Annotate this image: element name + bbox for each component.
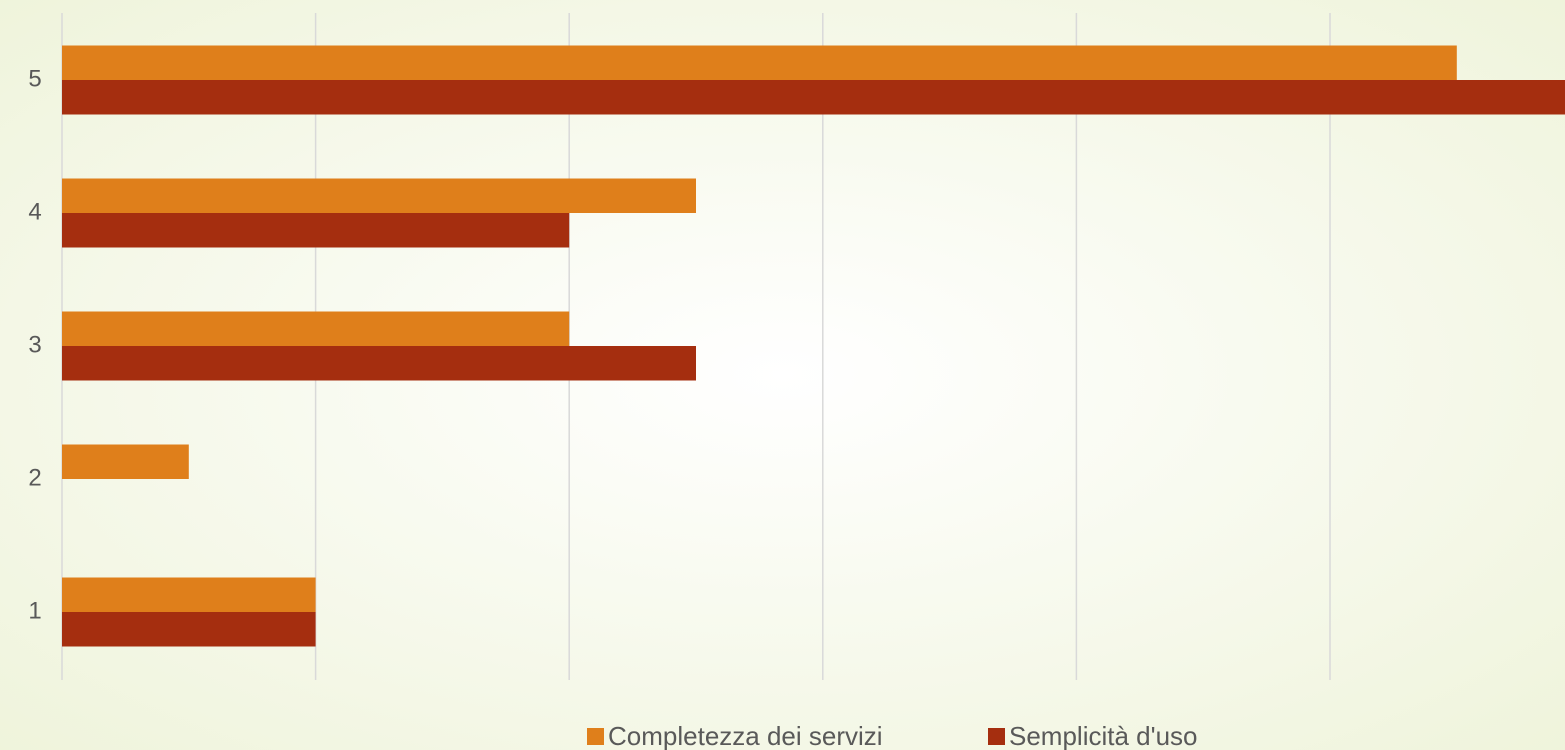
bar	[62, 213, 570, 248]
bar	[62, 612, 316, 647]
y-tick-label: 4	[28, 198, 41, 225]
bar	[62, 577, 316, 612]
y-tick-label: 2	[28, 464, 41, 491]
legend-swatch	[988, 728, 1005, 745]
legend-swatch	[587, 728, 604, 745]
bar	[62, 346, 696, 381]
bar	[62, 444, 189, 479]
bar	[62, 80, 1565, 115]
bar	[62, 311, 570, 346]
legend-label: Semplicità d'uso	[1009, 721, 1198, 750]
y-tick-label: 1	[28, 597, 41, 624]
y-tick-label: 5	[28, 65, 41, 92]
y-tick-label: 3	[28, 331, 41, 358]
bar	[62, 178, 696, 213]
legend-label: Completezza dei servizi	[608, 721, 883, 750]
bar	[62, 45, 1457, 80]
